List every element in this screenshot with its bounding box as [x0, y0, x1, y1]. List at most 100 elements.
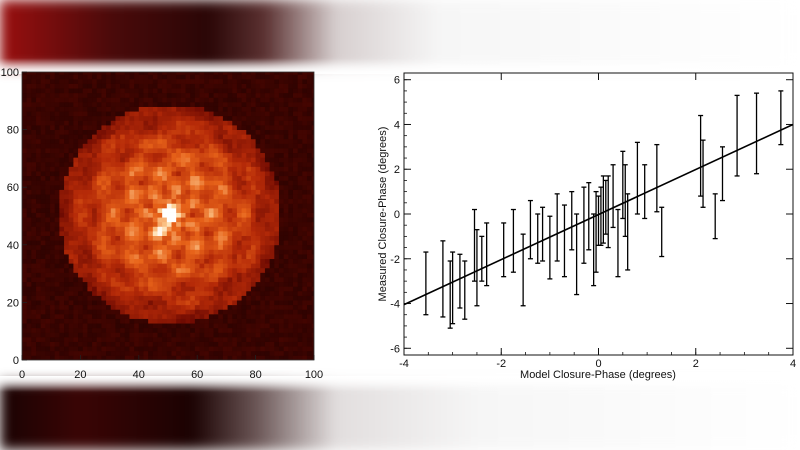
- speckle-pixel: [31, 175, 37, 181]
- speckle-pixel: [40, 295, 46, 301]
- speckle-pixel: [232, 124, 238, 130]
- speckle-pixel: [96, 111, 102, 117]
- speckle-pixel: [138, 230, 144, 236]
- speckle-pixel: [208, 230, 214, 236]
- speckle-pixel: [31, 203, 37, 209]
- speckle-pixel: [54, 143, 60, 149]
- speckle-pixel: [50, 74, 56, 80]
- speckle-pixel: [50, 318, 56, 324]
- speckle-pixel: [64, 346, 70, 352]
- speckle-pixel: [40, 115, 46, 121]
- speckle-pixel: [162, 207, 168, 213]
- speckle-pixel: [64, 290, 70, 296]
- speckle-pixel: [87, 341, 93, 347]
- speckle-pixel: [278, 83, 285, 89]
- speckle-pixel: [68, 336, 74, 342]
- speckle-pixel: [213, 148, 219, 154]
- speckle-pixel: [143, 171, 149, 177]
- speckle-pixel: [218, 97, 224, 103]
- speckle-pixel: [134, 138, 140, 144]
- speckle-pixel: [36, 336, 42, 342]
- speckle-pixel: [115, 161, 121, 167]
- speckle-pixel: [171, 92, 177, 98]
- speckle-pixel: [68, 300, 74, 306]
- speckle-pixel: [134, 180, 140, 186]
- speckle-pixel: [311, 171, 314, 177]
- speckle-pixel: [26, 189, 32, 195]
- speckle-pixel: [194, 336, 200, 342]
- speckle-pixel: [297, 134, 303, 140]
- speckle-pixel: [162, 184, 168, 190]
- speckle-pixel: [96, 221, 102, 227]
- speckle-pixel: [311, 120, 314, 126]
- speckle-pixel: [68, 120, 74, 126]
- speckle-pixel: [297, 346, 303, 352]
- speckle-pixel: [166, 313, 172, 319]
- speckle-pixel: [101, 244, 107, 250]
- speckle-pixel: [54, 166, 60, 172]
- error-bar: [659, 206, 665, 258]
- speckle-pixel: [176, 83, 182, 89]
- speckle-pixel: [50, 207, 56, 213]
- speckle-pixel: [288, 263, 294, 269]
- speckle-pixel: [208, 277, 214, 283]
- speckle-pixel: [190, 346, 196, 352]
- speckle-pixel: [120, 295, 126, 301]
- speckle-pixel: [110, 198, 116, 204]
- speckle-pixel: [306, 157, 313, 163]
- speckle-pixel: [148, 129, 154, 135]
- speckle-pixel: [236, 304, 242, 310]
- speckle-pixel: [260, 83, 266, 89]
- speckle-pixel: [36, 189, 42, 195]
- speckle-pixel: [241, 217, 247, 223]
- speckle-pixel: [241, 226, 247, 232]
- speckle-pixel: [241, 115, 247, 121]
- speckle-pixel: [176, 304, 182, 310]
- speckle-pixel: [101, 161, 107, 167]
- speckle-pixel: [82, 221, 88, 227]
- speckle-pixel: [236, 217, 242, 223]
- speckle-pixel: [218, 240, 224, 246]
- speckle-pixel: [106, 207, 112, 213]
- speckle-pixel: [162, 129, 168, 135]
- speckle-pixel: [246, 240, 252, 246]
- speckle-pixel: [236, 171, 242, 177]
- speckle-pixel: [311, 323, 314, 329]
- speckle-pixel: [302, 78, 308, 84]
- speckle-pixel: [134, 327, 140, 333]
- speckle-pixel: [101, 129, 107, 135]
- speckle-pixel: [36, 217, 42, 223]
- speckle-pixel: [306, 97, 313, 103]
- speckle-pixel: [87, 124, 93, 130]
- speckle-pixel: [194, 240, 200, 246]
- speckle-pixel: [218, 244, 224, 250]
- speckle-pixel: [274, 309, 280, 315]
- speckle-pixel: [311, 92, 314, 98]
- speckle-pixel: [92, 277, 98, 283]
- speckle-pixel: [185, 290, 191, 296]
- speckle-pixel: [194, 332, 200, 338]
- speckle-pixel: [82, 332, 88, 338]
- speckle-pixel: [190, 254, 196, 260]
- speckle-pixel: [255, 148, 261, 154]
- speckle-pixel: [73, 74, 79, 80]
- speckle-pixel: [143, 226, 149, 232]
- speckle-pixel: [129, 277, 135, 283]
- speckle-pixel: [50, 295, 56, 301]
- speckle-pixel: [176, 295, 182, 301]
- speckle-pixel: [124, 194, 130, 200]
- speckle-pixel: [274, 258, 280, 264]
- speckle-pixel: [92, 235, 98, 241]
- speckle-pixel: [101, 92, 107, 98]
- left-x-axis: 0 20 40 60 80 100: [19, 355, 323, 381]
- speckle-pixel: [246, 74, 252, 80]
- speckle-pixel: [218, 101, 224, 107]
- speckle-pixel: [204, 263, 210, 269]
- speckle-pixel: [54, 346, 60, 352]
- speckle-pixel: [101, 143, 107, 149]
- error-bar: [457, 253, 463, 309]
- speckle-pixel: [241, 171, 247, 177]
- error-bar: [574, 213, 580, 296]
- speckle-pixel: [106, 341, 112, 347]
- speckle-pixel: [222, 138, 228, 144]
